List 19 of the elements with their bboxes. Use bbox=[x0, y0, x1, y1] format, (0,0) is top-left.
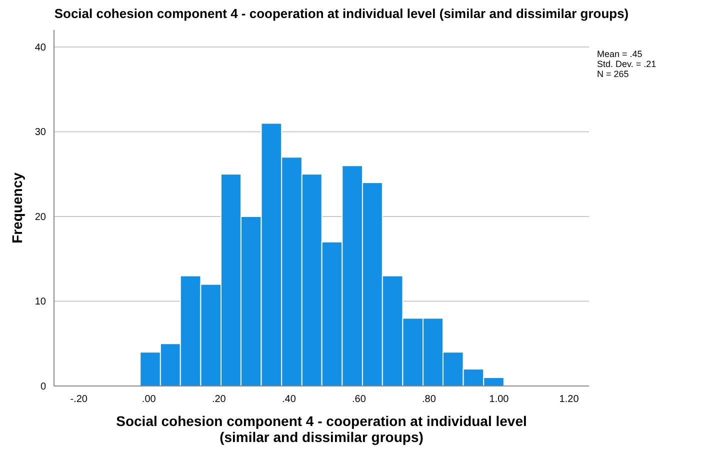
y-tick-label: 20 bbox=[34, 212, 46, 223]
y-tick-label: 10 bbox=[34, 296, 46, 308]
x-tick-label: -.20 bbox=[70, 394, 88, 405]
y-axis-title: Frequency bbox=[9, 172, 25, 244]
x-tick-label: .40 bbox=[282, 394, 296, 405]
chart-title: Social cohesion component 4 - cooperation at individual level (similar and dissimilar groups) bbox=[54, 6, 629, 21]
x-tick-label: 1.00 bbox=[489, 394, 510, 405]
text: Std. Dev. = .21 bbox=[597, 59, 656, 69]
y-tick-label: 0 bbox=[40, 382, 46, 392]
y-tick-label: 40 bbox=[34, 42, 46, 54]
x-tick-label: .00 bbox=[142, 394, 156, 405]
y-tick-label: 30 bbox=[34, 127, 46, 138]
text: N = 265 bbox=[597, 69, 629, 79]
x-tick-label: .80 bbox=[422, 394, 436, 405]
x-tick-label: .60 bbox=[352, 394, 366, 405]
x-tick-label: .20 bbox=[212, 394, 226, 405]
text: Mean = .45 bbox=[597, 49, 642, 59]
x-tick-label: 1.20 bbox=[559, 394, 580, 405]
x-axis-title: Social cohesion component 4 - cooperation at individual level (similar and dissimilar groups) bbox=[116, 413, 527, 445]
